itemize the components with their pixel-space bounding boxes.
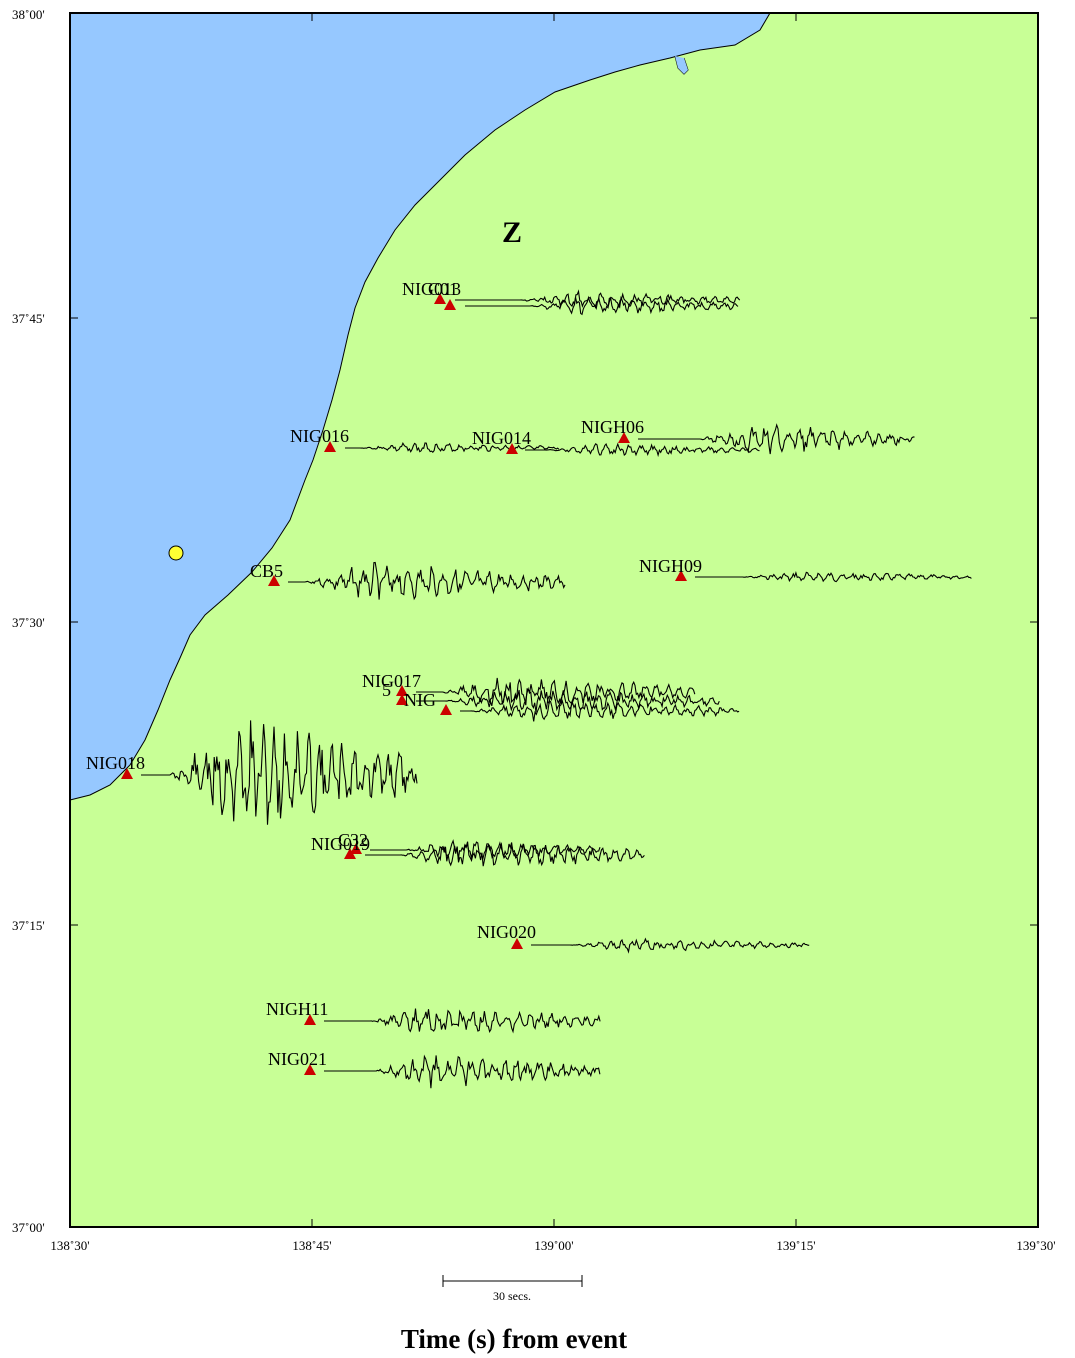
station-label-nigh06: NIGH06 — [581, 417, 644, 437]
lat-label-37-00: 37˚00' — [12, 1220, 45, 1235]
station-marker-nig021 — [304, 1064, 316, 1075]
station-label-nigh09: NIGH09 — [639, 556, 702, 576]
station-label-nigh11: NIGH11 — [266, 999, 328, 1019]
station-label-nig017: NIG017 — [362, 671, 421, 691]
coast-inlet-sea — [675, 56, 688, 74]
epicenter-marker — [168, 545, 184, 561]
waveform-nigh09 — [740, 570, 972, 583]
waveform-nig016 — [359, 441, 560, 453]
station-label-nig019: NIG019 — [311, 834, 370, 854]
station-label-c01: C01 — [428, 279, 458, 299]
tick-marks — [70, 13, 1038, 1227]
station-marker-nig016 — [324, 441, 336, 452]
station-marker-nig018 — [121, 768, 133, 779]
sea-area — [70, 13, 770, 800]
waveform-nig013 — [519, 289, 741, 309]
station-marker-nigh09 — [675, 570, 687, 581]
station-label-c32: C32 — [338, 830, 368, 850]
station-label-5: 5 — [382, 680, 391, 700]
station-marker-nig017 — [396, 685, 408, 696]
station-label-cb5: CB5 — [250, 561, 283, 581]
waveform-nig017 — [440, 677, 696, 706]
station-marker-c32 — [350, 843, 362, 854]
station-marker-nig014 — [506, 443, 518, 454]
waveform-traces — [141, 289, 972, 1089]
lon-label-138-45: 138˚45' — [292, 1238, 331, 1253]
waveform-nigh06 — [699, 423, 915, 455]
channel-label: Z — [502, 216, 522, 249]
waveform-c32 — [405, 839, 601, 860]
waveform-nig018 — [169, 720, 418, 825]
waveform-c01 — [529, 295, 739, 316]
station-markers — [121, 293, 687, 1075]
waveform-cb5 — [304, 561, 566, 601]
lon-label-139-15: 139˚15' — [776, 1238, 815, 1253]
lat-label-37-30: 37˚30' — [12, 615, 45, 630]
station-label-nig020: NIG020 — [477, 922, 536, 942]
waveform-nig021 — [374, 1054, 601, 1089]
waveform-nig020 — [569, 937, 810, 954]
station-marker-nigh06 — [618, 432, 630, 443]
station-label-nig013: NIG013 — [402, 279, 461, 299]
lat-label-37-45: 37˚45' — [12, 311, 45, 326]
waveform-nig014 — [544, 442, 760, 458]
station-marker-5 — [396, 694, 408, 705]
station-marker-cb5 — [268, 575, 280, 586]
station-marker-nig013 — [434, 293, 446, 304]
lon-label-139-00: 139˚00' — [534, 1238, 573, 1253]
station-label-nig018: NIG018 — [86, 753, 145, 773]
lon-label-138-30: 138˚30' — [50, 1238, 89, 1253]
waveform-nig019 — [399, 841, 645, 867]
lon-label-139-30: 139˚30' — [1016, 1238, 1055, 1253]
station-marker-c01 — [444, 299, 456, 310]
station-label-nig014: NIG014 — [472, 428, 531, 448]
station-marker-nig020 — [511, 938, 523, 949]
station-marker-nig019 — [344, 848, 356, 859]
scale-bar-label: 30 secs. — [493, 1289, 531, 1303]
lat-label-38-00: 38˚00' — [12, 7, 45, 22]
lat-label-37-15: 37˚15' — [12, 918, 45, 933]
axis-title: Time (s) from event — [401, 1324, 627, 1354]
station-label-nig016: NIG016 — [290, 426, 349, 446]
waveform-nigh11 — [369, 1008, 601, 1034]
coastline — [69, 12, 771, 801]
station-label-nig: NIG — [404, 690, 436, 710]
station-marker-nig — [440, 704, 452, 715]
time-scale-bar — [442, 1275, 583, 1287]
station-marker-nigh11 — [304, 1014, 316, 1025]
station-label-nig021: NIG021 — [268, 1049, 327, 1069]
waveform-nig — [469, 698, 740, 722]
